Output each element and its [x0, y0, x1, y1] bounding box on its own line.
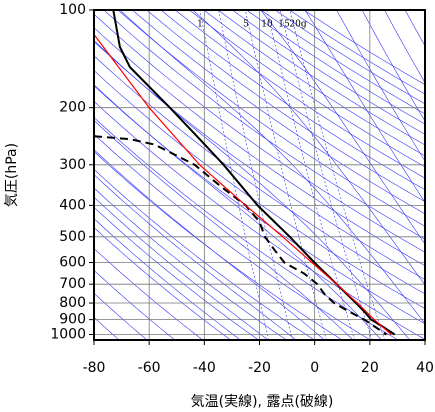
profile-line — [94, 34, 392, 335]
moist-adiabat — [94, 39, 411, 340]
dry-adiabat — [188, 10, 425, 168]
mixing-ratio-label: 20g — [289, 20, 306, 30]
moist-adiabat — [94, 174, 297, 340]
y-tick-label: 100 — [59, 2, 86, 18]
mixing-ratio-label: 5 — [243, 20, 249, 30]
x-tick-label: -80 — [83, 360, 106, 376]
moist-adiabat — [94, 218, 241, 340]
y-tick-label: 700 — [59, 276, 86, 292]
x-tick-label: -40 — [193, 360, 216, 376]
profile-line — [94, 135, 387, 336]
dry-adiabat — [94, 151, 343, 340]
y-axis-label: 気圧(hPa) — [4, 143, 20, 207]
dry-adiabat — [94, 316, 120, 340]
dry-adiabat — [146, 10, 425, 203]
x-axis-label: 気温(実線), 露点(破線) — [191, 394, 334, 410]
dry-adiabat — [94, 206, 260, 340]
dry-adiabat — [94, 187, 288, 340]
mixing-ratio-label: 15 — [278, 20, 290, 30]
dry-adiabat — [94, 41, 425, 280]
y-tick-label: 200 — [59, 100, 86, 116]
dry-adiabat — [117, 10, 425, 227]
moist-adiabat — [94, 149, 325, 340]
moist-adiabat — [424, 10, 425, 12]
dry-adiabat — [94, 70, 425, 309]
dry-adiabat — [174, 10, 425, 179]
moist-adiabat — [336, 10, 425, 162]
dry-adiabat — [94, 270, 176, 340]
x-tick-label: 0 — [310, 360, 319, 376]
dry-adiabat — [94, 292, 148, 340]
mixing-ratio-line — [280, 10, 373, 340]
dry-adiabat — [94, 227, 232, 340]
x-tick-label: 40 — [416, 360, 434, 376]
mixing-ratio-label: 10 — [261, 20, 273, 30]
y-tick-label: 500 — [59, 229, 86, 245]
dry-adiabat — [217, 10, 425, 146]
moist-adiabat — [260, 10, 425, 245]
mixing-ratio-line — [218, 10, 293, 340]
moist-adiabat — [94, 119, 354, 340]
dry-adiabat — [203, 10, 425, 157]
dry-adiabat — [94, 13, 425, 253]
moist-adiabat — [404, 10, 425, 47]
dry-adiabat — [131, 10, 425, 215]
dry-adiabat — [94, 27, 425, 267]
x-tick-label: 20 — [361, 360, 379, 376]
profiles — [94, 10, 396, 336]
mixing-ratio-line — [266, 10, 355, 340]
dry-adiabat — [94, 248, 204, 340]
y-tick-label: 300 — [59, 157, 86, 173]
dry-adiabat — [94, 117, 399, 340]
profile-line — [112, 10, 396, 336]
dry-adiabat — [94, 168, 315, 340]
dry-adiabat — [94, 100, 425, 340]
mixing-ratio-line — [199, 10, 270, 340]
y-tick-label: 800 — [59, 295, 86, 311]
dry-adiabat — [160, 10, 425, 191]
y-tick-label: 400 — [59, 197, 86, 213]
mixing-ratio-label: 1 — [197, 20, 203, 30]
plot-frame — [93, 9, 426, 341]
x-tick-label: -60 — [138, 360, 161, 376]
x-tick-label: -20 — [248, 360, 271, 376]
y-tick-label: 600 — [59, 254, 86, 270]
moist-adiabat — [304, 10, 425, 203]
dry-adiabat — [94, 55, 425, 295]
dry-adiabat — [103, 10, 425, 240]
y-tick-label: 1000 — [50, 326, 86, 342]
y-tick-label: 900 — [59, 312, 86, 328]
moist-adiabat — [192, 10, 425, 286]
